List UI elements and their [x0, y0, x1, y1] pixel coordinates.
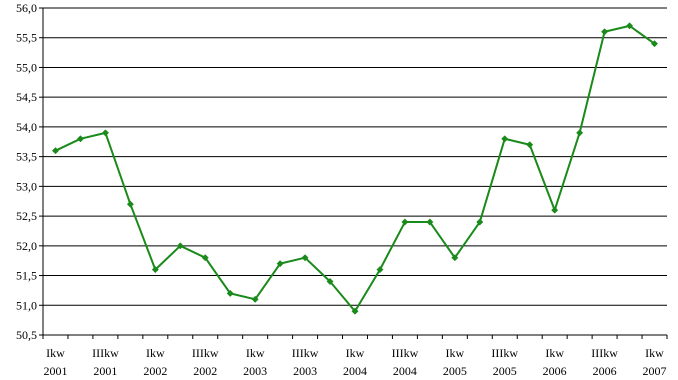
x-tick-label: IIIkw: [292, 346, 319, 360]
x-tick-label: IIIkw: [92, 346, 119, 360]
x-tick-label-year: 2005: [443, 364, 467, 378]
data-point: [625, 22, 634, 30]
x-tick-label-year: 2003: [243, 364, 267, 378]
x-tick-label-year: 2002: [143, 364, 167, 378]
x-tick-label: IIIkw: [392, 346, 419, 360]
data-point: [351, 307, 359, 315]
x-tick-label: Ikw: [46, 346, 65, 360]
x-tick-label-year: 2002: [193, 364, 217, 378]
x-tick-label: Ikw: [146, 346, 165, 360]
y-tick-label: 51,0: [16, 298, 37, 312]
y-tick-label: 52,5: [16, 209, 37, 223]
y-tick-label: 54,5: [16, 90, 37, 104]
x-tick-label: IIIkw: [192, 346, 219, 360]
data-point: [176, 242, 184, 250]
data-point: [650, 40, 659, 48]
x-tick-label: Ikw: [645, 346, 664, 360]
data-point: [226, 289, 234, 297]
x-tick-label-year: 2004: [343, 364, 367, 378]
y-tick-label: 55,5: [16, 31, 37, 45]
x-tick-label-year: 2006: [593, 364, 617, 378]
data-point: [576, 129, 584, 137]
x-tick-label-year: 2001: [93, 364, 117, 378]
data-point: [526, 141, 534, 149]
y-tick-label: 53,0: [16, 179, 37, 193]
data-point: [326, 277, 334, 286]
data-point: [376, 266, 384, 274]
x-tick-label: IIIkw: [491, 346, 518, 360]
x-tick-label-year: 2003: [293, 364, 317, 378]
x-tick-label-year: 2004: [393, 364, 417, 378]
data-point: [201, 254, 209, 262]
data-point: [276, 260, 284, 268]
gridlines: [43, 7, 667, 336]
data-point: [126, 200, 134, 208]
x-tick-label-year: 2005: [493, 364, 517, 378]
x-tick-label: Ikw: [246, 346, 265, 360]
x-tick-label: Ikw: [545, 346, 564, 360]
markers: [51, 22, 659, 315]
data-point: [426, 218, 434, 226]
y-tick-label: 51,5: [16, 269, 37, 283]
y-tick-label: 52,0: [16, 239, 37, 253]
data-point: [476, 218, 484, 226]
y-tick-label: 55,0: [16, 60, 37, 74]
data-point: [76, 135, 85, 143]
y-tick-label: 56,0: [16, 1, 37, 15]
y-tick-label: 50,5: [16, 328, 37, 342]
data-point: [301, 254, 309, 262]
y-tick-label: 53,5: [16, 150, 37, 164]
data-point: [451, 254, 459, 262]
x-tick-label-year: 2006: [543, 364, 567, 378]
data-point: [151, 266, 159, 274]
x-tick-label: Ikw: [445, 346, 464, 360]
x-tick-label-year: 2007: [643, 364, 667, 378]
x-tick-label-year: 2001: [44, 364, 68, 378]
data-point: [251, 295, 259, 303]
data-point: [551, 206, 559, 214]
x-axis: Ikw 2001 IIIkw 2001 Ikw 2002 IIIkw 2002 Ikw 2003 I…: [42, 334, 668, 378]
x-tick-label: Ikw: [346, 346, 365, 360]
data-point: [501, 135, 509, 143]
series-line: [55, 24, 656, 313]
data-point: [601, 28, 609, 36]
series: [55, 24, 656, 313]
data-point: [51, 147, 60, 155]
data-point: [401, 218, 409, 226]
x-tick-label: IIIkw: [591, 346, 618, 360]
y-axis: 50,5 51,0 51,5 52,0 52,5 53,0 53,5 54,0 54,5 55,0…: [16, 1, 44, 342]
y-tick-label: 54,0: [16, 120, 37, 134]
data-point: [101, 129, 109, 137]
